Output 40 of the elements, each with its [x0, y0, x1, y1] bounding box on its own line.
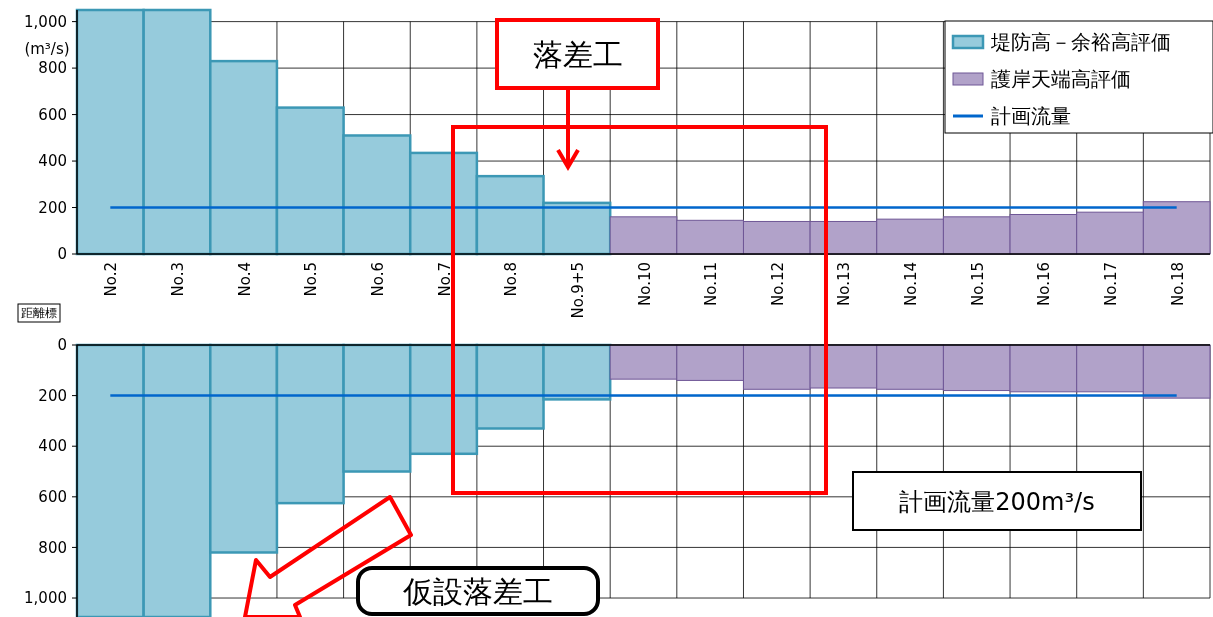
- annotation: 仮設落差工: [402, 573, 553, 609]
- x-tick-label: No.17: [1102, 262, 1121, 306]
- x-tick-label: No.6: [368, 262, 387, 297]
- y-tick-label: 0: [57, 336, 67, 355]
- annotation: 計画流量200m³/s: [899, 487, 1095, 516]
- y-tick-label: 200: [38, 386, 67, 405]
- x-axis-title: 距離標: [21, 306, 57, 320]
- x-tick-label: No.2: [102, 262, 121, 297]
- y-tick-label: 800: [38, 538, 67, 557]
- legend-label: 堤防高－余裕高評価: [990, 30, 1171, 54]
- y-tick-label: 600: [38, 105, 67, 124]
- y-tick-label: 0: [57, 245, 67, 264]
- x-tick-label: No.10: [635, 262, 654, 306]
- x-tick-label: No.12: [768, 262, 787, 306]
- annotation: 落差工: [532, 36, 623, 72]
- y-tick-label: 1,000: [24, 12, 67, 31]
- note-box: 仮設落差工: [356, 566, 600, 616]
- x-tick-label: No.18: [1168, 262, 1187, 306]
- legend-label: 護岸天端高評価: [991, 67, 1131, 91]
- note-box: 落差工: [495, 18, 660, 90]
- x-tick-label: No.4: [235, 262, 254, 297]
- x-tick-label: No.5: [302, 262, 321, 297]
- x-tick-label: No.16: [1035, 262, 1054, 306]
- x-tick-label: No.3: [168, 262, 187, 297]
- y-tick-label: 400: [38, 152, 67, 171]
- y-tick-label: 800: [38, 59, 67, 78]
- x-tick-label: No.14: [902, 262, 921, 306]
- y-tick-label: 200: [38, 198, 67, 217]
- x-tick-label: No.8: [502, 262, 521, 297]
- x-tick-label: No.7: [435, 262, 454, 297]
- y-tick-label: 1,000: [24, 589, 67, 608]
- note-box: 計画流量200m³/s: [852, 471, 1142, 531]
- y-tick-label: 600: [38, 488, 67, 507]
- x-tick-label: No.15: [968, 262, 987, 306]
- x-tick-label: No.13: [835, 262, 854, 306]
- legend-label: 計画流量: [991, 104, 1071, 128]
- y-tick-label: 400: [38, 437, 67, 456]
- y-axis-title: (m³/s): [24, 40, 70, 58]
- x-tick-label: No.9+5: [568, 262, 587, 319]
- x-tick-label: No.11: [702, 262, 721, 306]
